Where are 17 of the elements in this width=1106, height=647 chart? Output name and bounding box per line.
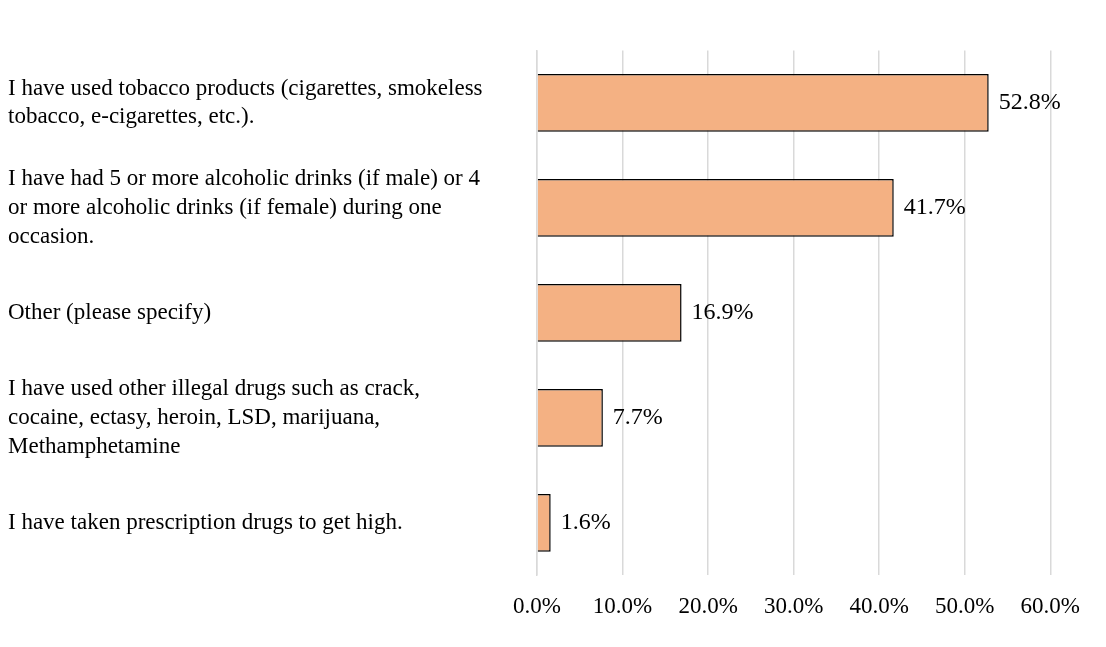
y-tick-label: I have used tobacco products (cigarettes, smokeless tobacco, e-cigarettes, etc.). bbox=[8, 74, 483, 129]
data-label: 41.7% bbox=[903, 193, 966, 220]
y-tick-label: I have had 5 or more alcoholic drinks (if male) or 4 or more alcoholic drinks (if female) during one occasion. bbox=[8, 165, 481, 248]
y-tick-label: Other (please specify) bbox=[8, 298, 212, 324]
x-tick-label: 20.0% bbox=[678, 593, 738, 619]
x-tick-label: 10.0% bbox=[592, 593, 653, 619]
x-tick-label: 60.0% bbox=[1020, 593, 1081, 619]
y-tick-label: I have used other illegal drugs such as crack, cocaine, ectasy, heroin, LSD, marijuana, Methamphetamine bbox=[8, 375, 420, 458]
y-tick-label: I have taken prescription drugs to get high. bbox=[8, 508, 403, 534]
data-label: 1.6% bbox=[560, 508, 611, 535]
data-label: 52.8% bbox=[998, 88, 1061, 115]
data-label: 16.9% bbox=[691, 298, 754, 325]
x-tick-label: 40.0% bbox=[849, 593, 909, 619]
x-tick-label: 30.0% bbox=[763, 593, 824, 619]
x-tick-label: 50.0% bbox=[935, 593, 995, 619]
data-label: 7.7% bbox=[612, 403, 663, 430]
x-tick-label: 0.0% bbox=[513, 593, 561, 619]
